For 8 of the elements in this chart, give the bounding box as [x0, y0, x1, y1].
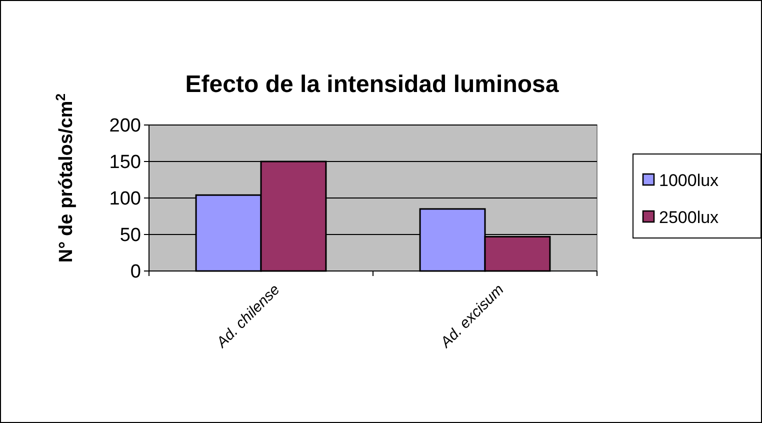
y-tick-label: 150: [109, 152, 141, 174]
legend-label: 1000lux: [659, 170, 720, 190]
chart-title: Efecto de la intensidad luminosa: [185, 71, 560, 98]
y-tick-label: 100: [109, 188, 141, 210]
legend-label: 2500lux: [659, 208, 720, 227]
y-tick-label: 200: [109, 116, 141, 137]
y-tick-label: 50: [120, 225, 141, 246]
y-tick-label: 0: [130, 262, 141, 283]
